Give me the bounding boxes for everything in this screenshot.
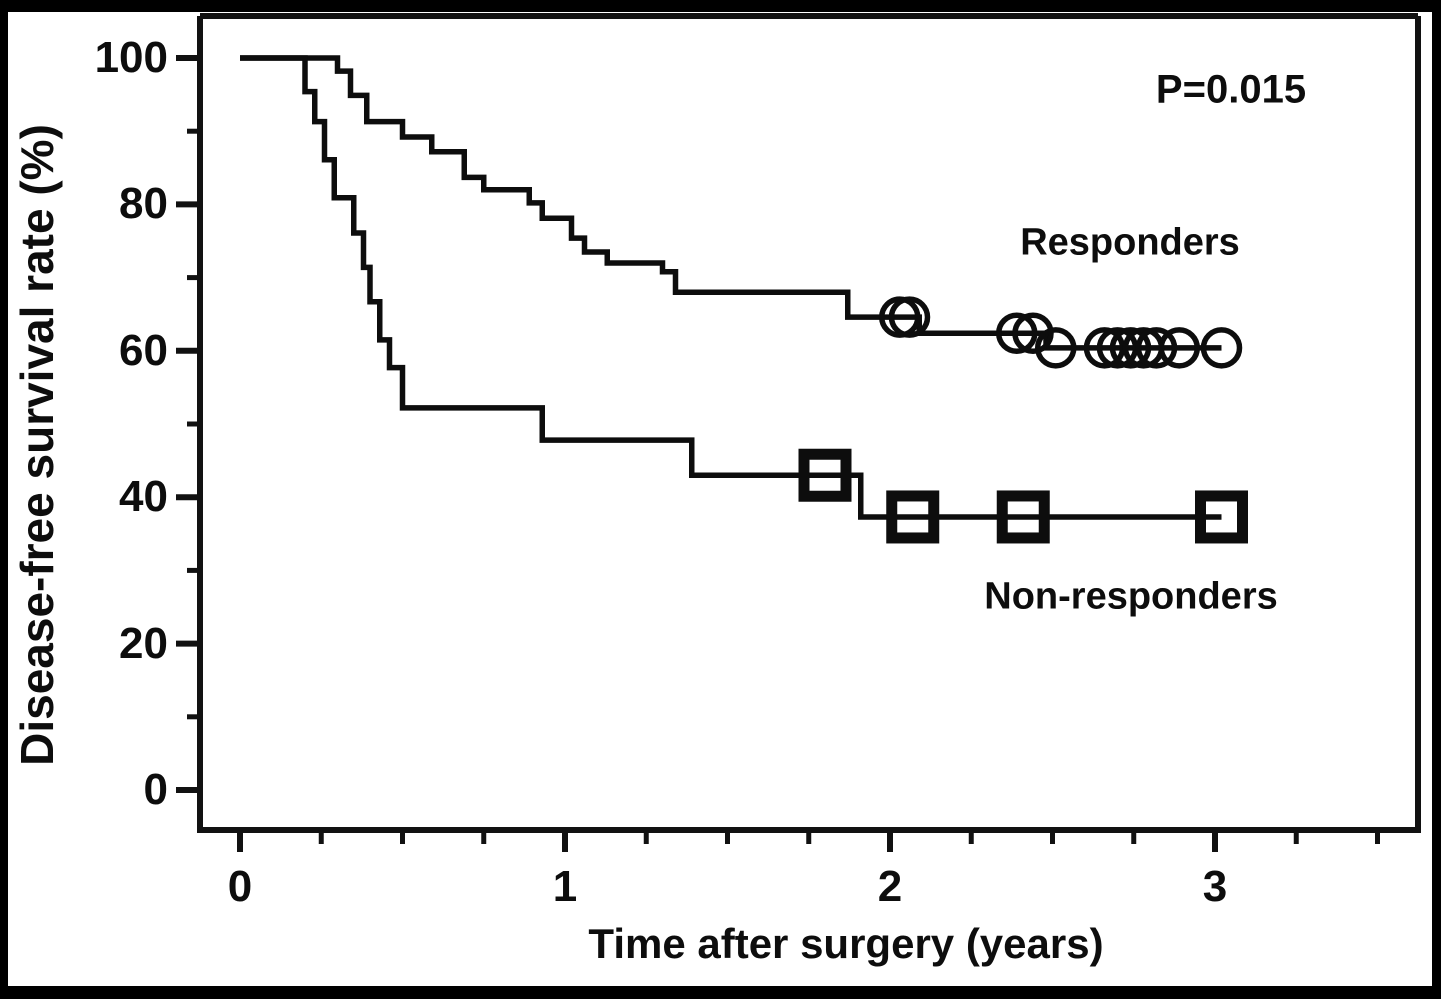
p-value-label: P=0.015 bbox=[1155, 67, 1307, 112]
x-tick-label: 3 bbox=[1202, 862, 1228, 911]
responders-label: Responders bbox=[1020, 221, 1240, 264]
censor-mark-circle bbox=[1200, 327, 1243, 369]
x-axis-title: Time after surgery (years) bbox=[588, 920, 1104, 967]
y-tick-label: 20 bbox=[119, 618, 168, 668]
censor-mark-circle bbox=[996, 312, 1038, 354]
censor-mark-square bbox=[798, 448, 852, 502]
y-tick-label: 60 bbox=[119, 325, 168, 375]
censor-mark-square bbox=[996, 490, 1050, 544]
non-responders-curve bbox=[240, 55, 1222, 520]
y-axis-title: Disease-free survival rate (%) bbox=[11, 124, 63, 766]
censor-mark-circle bbox=[1135, 327, 1178, 369]
non-responders-label: Non-responders bbox=[984, 575, 1278, 618]
censor-mark-square bbox=[1195, 490, 1248, 544]
censor-mark-circle bbox=[1109, 327, 1152, 369]
censor-mark-circle bbox=[1096, 327, 1139, 369]
censor-mark-circle bbox=[1035, 327, 1077, 369]
x-tick-label: 0 bbox=[227, 862, 253, 911]
censor-mark-circle bbox=[1158, 327, 1200, 369]
x-tick-label: 1 bbox=[552, 862, 578, 911]
censor-mark-circle bbox=[1083, 327, 1126, 369]
responders-curve bbox=[240, 55, 1222, 351]
y-tick-label: 100 bbox=[94, 33, 168, 82]
censor-mark-circle bbox=[888, 296, 931, 338]
y-tick-label: 80 bbox=[119, 179, 168, 229]
y-tick-label: 0 bbox=[143, 765, 168, 814]
x-tick-label: 2 bbox=[877, 862, 903, 911]
y-tick-label: 40 bbox=[119, 472, 168, 522]
plot-canvas bbox=[8, 12, 1432, 986]
censor-mark-square bbox=[886, 490, 940, 544]
